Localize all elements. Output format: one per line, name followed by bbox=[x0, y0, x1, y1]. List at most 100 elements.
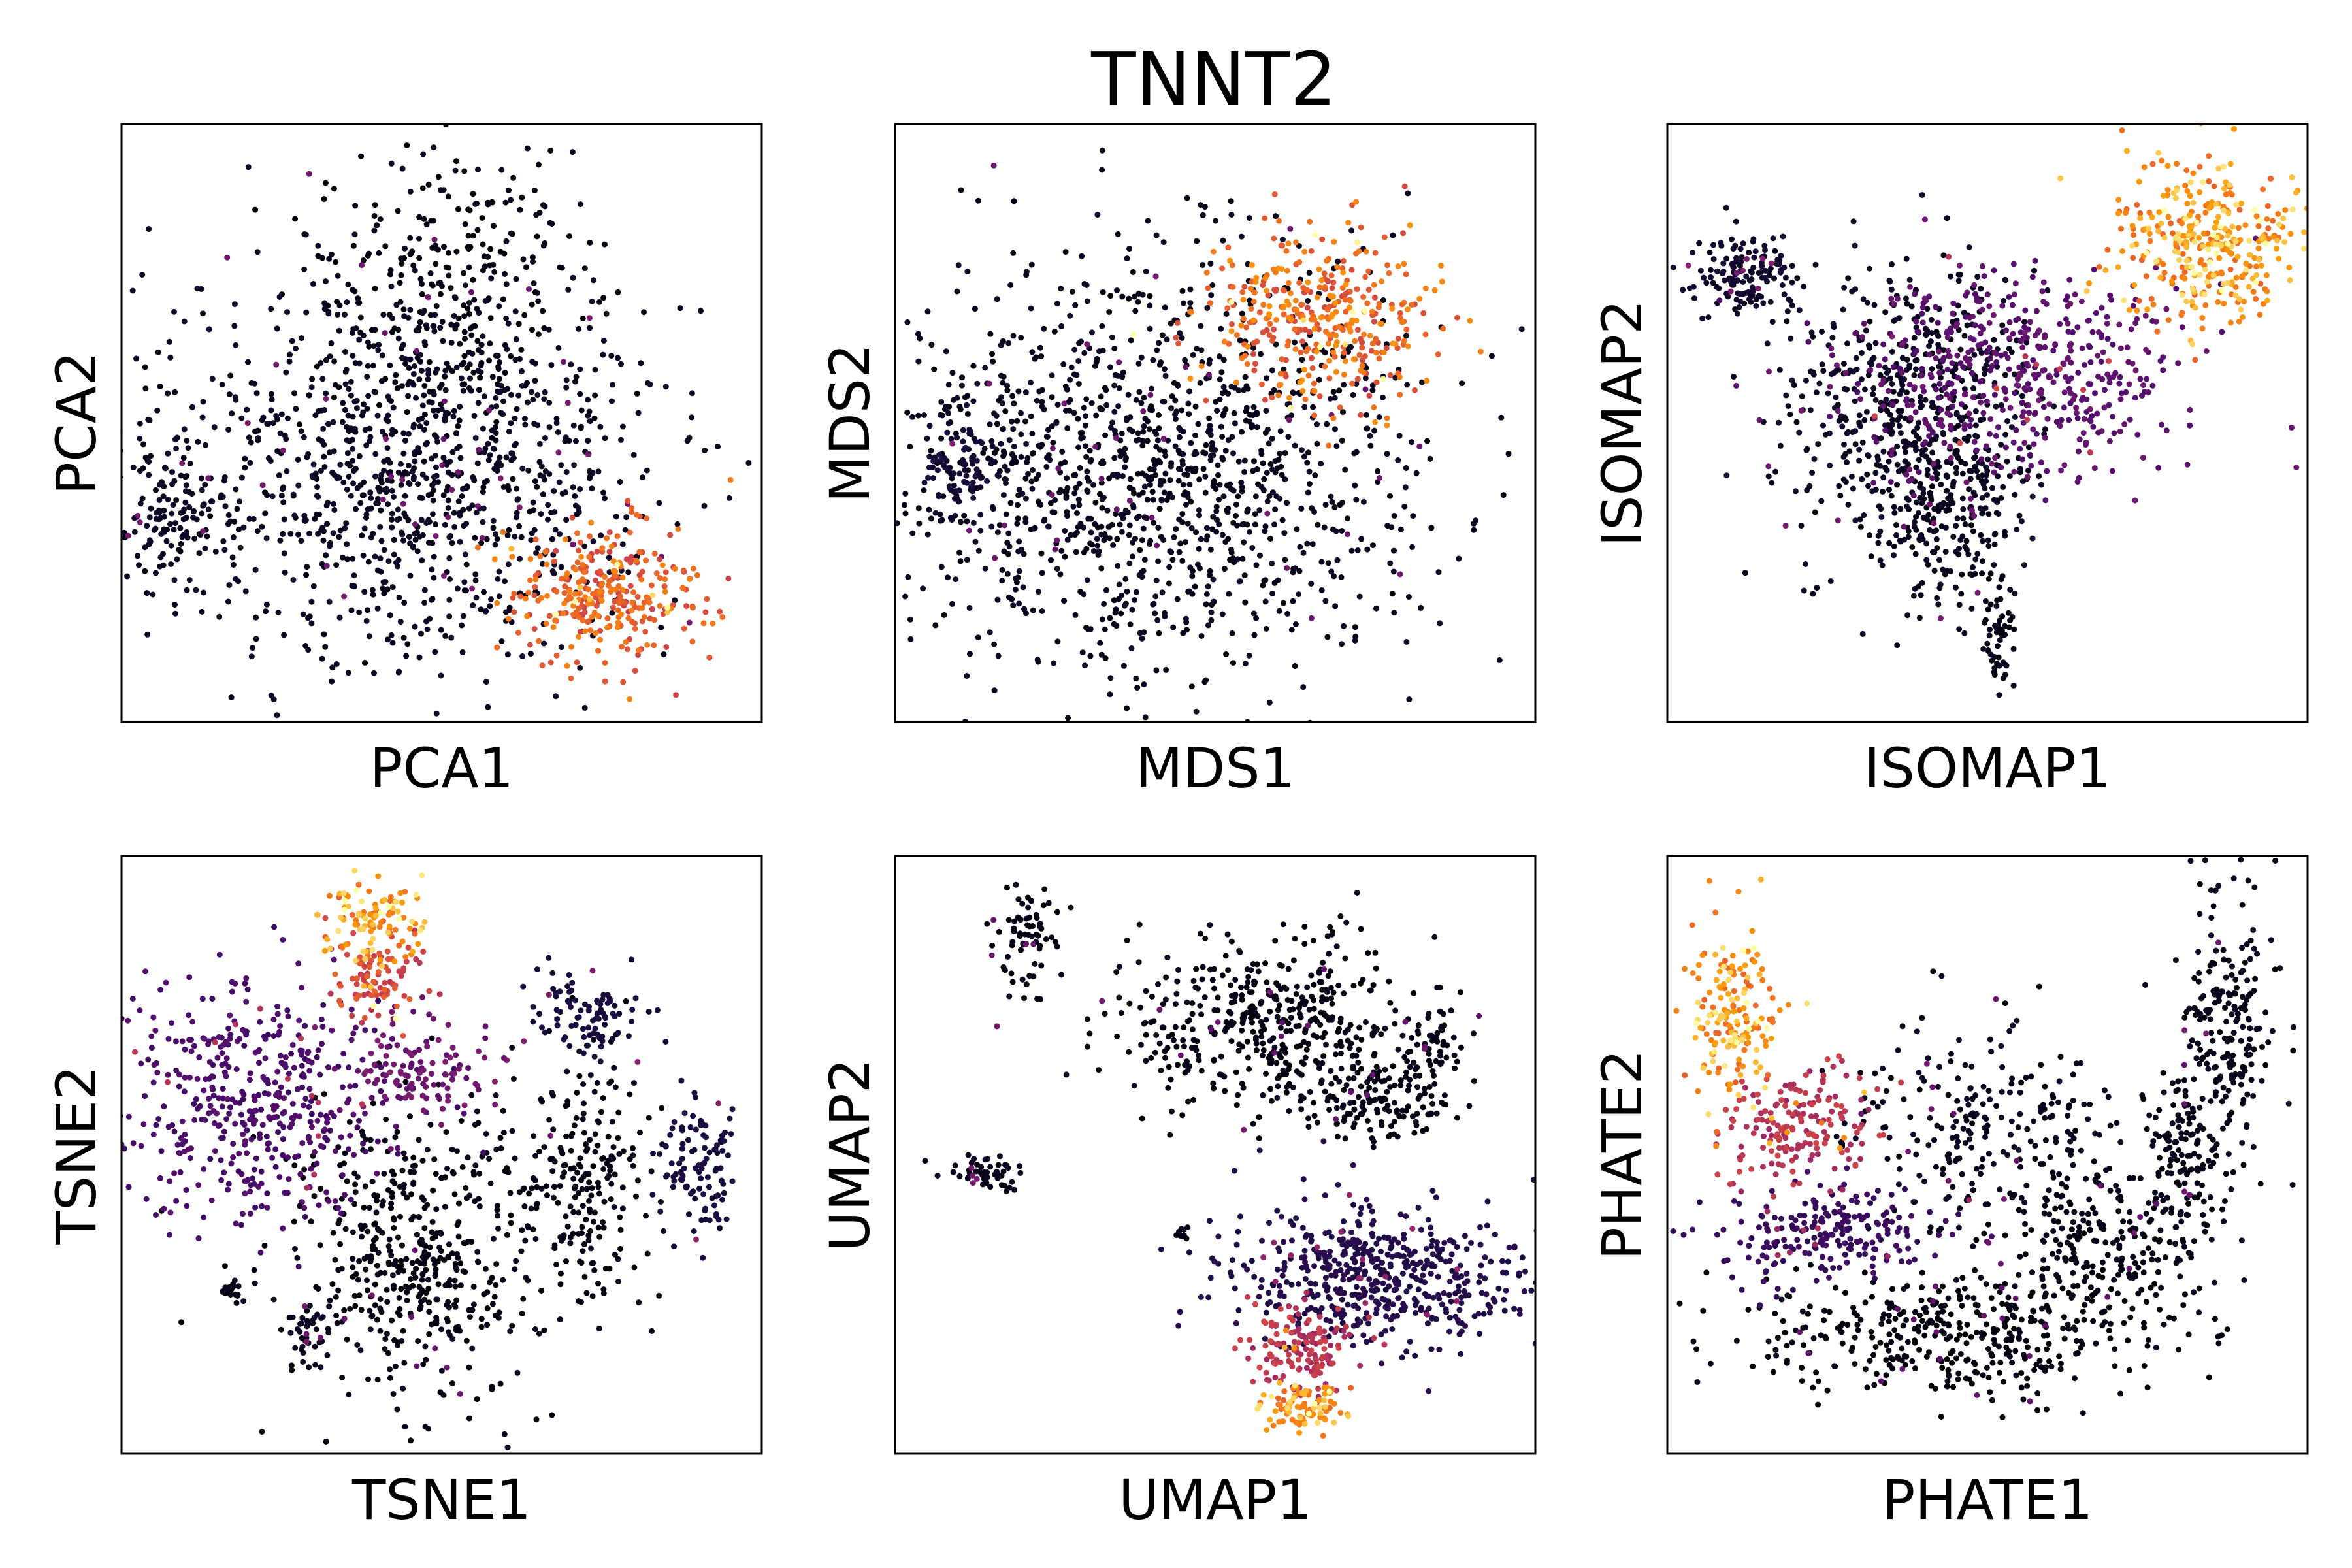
data-point bbox=[448, 339, 455, 346]
data-point bbox=[941, 612, 947, 618]
data-point bbox=[455, 206, 461, 212]
data-point bbox=[446, 555, 453, 561]
data-point bbox=[940, 493, 947, 500]
data-point bbox=[1968, 507, 1975, 514]
data-point bbox=[1149, 514, 1155, 521]
data-point bbox=[907, 444, 913, 450]
data-point bbox=[533, 549, 540, 556]
data-point bbox=[1431, 287, 1438, 293]
data-point bbox=[1908, 476, 1915, 482]
data-point bbox=[1246, 652, 1252, 659]
data-point bbox=[2011, 291, 2017, 298]
data-point bbox=[1841, 284, 1848, 291]
data-point bbox=[1962, 461, 1968, 467]
data-point bbox=[1396, 433, 1403, 439]
data-point bbox=[1498, 414, 1505, 421]
data-point bbox=[1390, 568, 1397, 575]
data-point bbox=[1828, 345, 1835, 351]
data-point bbox=[1260, 460, 1266, 466]
data-point bbox=[417, 533, 423, 540]
y-axis-label: MDS2 bbox=[818, 344, 882, 503]
data-point bbox=[699, 373, 705, 379]
data-point bbox=[1880, 377, 1887, 384]
data-point bbox=[2057, 423, 2063, 429]
data-point bbox=[1182, 357, 1188, 363]
data-point bbox=[404, 641, 411, 647]
data-point bbox=[938, 399, 945, 405]
data-point bbox=[1224, 305, 1231, 312]
data-point bbox=[1833, 394, 1839, 400]
data-point bbox=[1416, 295, 1423, 302]
data-point bbox=[1012, 586, 1019, 593]
data-point bbox=[527, 642, 533, 648]
data-point bbox=[1948, 568, 1953, 574]
data-point bbox=[483, 679, 489, 685]
data-point bbox=[2016, 512, 2023, 519]
data-point bbox=[772, 484, 777, 490]
data-point bbox=[446, 534, 453, 540]
data-point bbox=[1909, 544, 1916, 550]
data-point bbox=[173, 497, 180, 503]
data-point bbox=[1119, 529, 1125, 535]
data-point bbox=[1350, 309, 1356, 315]
data-point bbox=[323, 278, 329, 285]
data-point bbox=[1894, 461, 1901, 468]
data-point bbox=[1947, 325, 1953, 332]
data-point bbox=[1403, 465, 1409, 471]
data-point bbox=[586, 408, 593, 415]
data-point bbox=[1299, 387, 1306, 394]
data-point bbox=[2091, 267, 2097, 273]
data-point bbox=[372, 327, 378, 333]
data-point bbox=[1963, 538, 1970, 544]
data-point bbox=[2017, 466, 2023, 472]
data-point bbox=[1205, 285, 1211, 291]
data-point bbox=[284, 468, 290, 474]
data-point bbox=[1750, 236, 1757, 242]
data-point bbox=[425, 371, 432, 378]
data-point bbox=[1256, 507, 1263, 514]
data-point bbox=[1883, 397, 1889, 403]
data-point bbox=[2155, 465, 2162, 471]
data-point bbox=[1234, 522, 1240, 529]
data-point bbox=[1212, 447, 1218, 453]
data-point bbox=[1207, 300, 1213, 306]
data-point bbox=[1138, 400, 1145, 406]
data-point bbox=[1015, 515, 1021, 522]
data-point bbox=[2036, 397, 2042, 404]
data-point bbox=[1281, 303, 1287, 310]
data-point bbox=[146, 459, 152, 465]
data-point bbox=[1258, 381, 1265, 387]
data-point bbox=[674, 521, 681, 527]
data-point bbox=[1154, 347, 1160, 353]
data-point bbox=[1891, 552, 1897, 559]
data-point bbox=[1944, 474, 1950, 480]
data-point bbox=[1213, 485, 1219, 492]
data-point bbox=[1736, 304, 1742, 310]
data-point bbox=[2027, 451, 2033, 458]
data-point bbox=[356, 453, 363, 459]
data-point bbox=[1119, 293, 1126, 300]
data-point bbox=[1134, 515, 1140, 521]
data-point bbox=[388, 160, 395, 167]
data-point bbox=[1696, 240, 1703, 246]
data-point bbox=[2110, 414, 2116, 420]
data-point bbox=[424, 626, 431, 632]
data-point bbox=[416, 214, 423, 220]
data-point bbox=[538, 463, 545, 470]
data-point bbox=[459, 485, 466, 492]
data-point bbox=[615, 624, 621, 630]
data-point bbox=[1955, 374, 1961, 381]
data-point bbox=[308, 598, 315, 605]
data-point bbox=[1940, 252, 1947, 259]
data-point bbox=[1762, 247, 1768, 253]
data-point bbox=[171, 308, 177, 315]
data-point bbox=[480, 489, 486, 495]
data-point bbox=[1907, 414, 1914, 421]
data-point bbox=[1867, 532, 1872, 538]
data-point bbox=[1241, 521, 1247, 527]
data-point bbox=[365, 363, 371, 369]
data-point bbox=[1808, 329, 1815, 336]
data-point bbox=[1152, 461, 1158, 468]
data-point bbox=[1373, 350, 1379, 356]
data-point bbox=[2074, 479, 2081, 485]
